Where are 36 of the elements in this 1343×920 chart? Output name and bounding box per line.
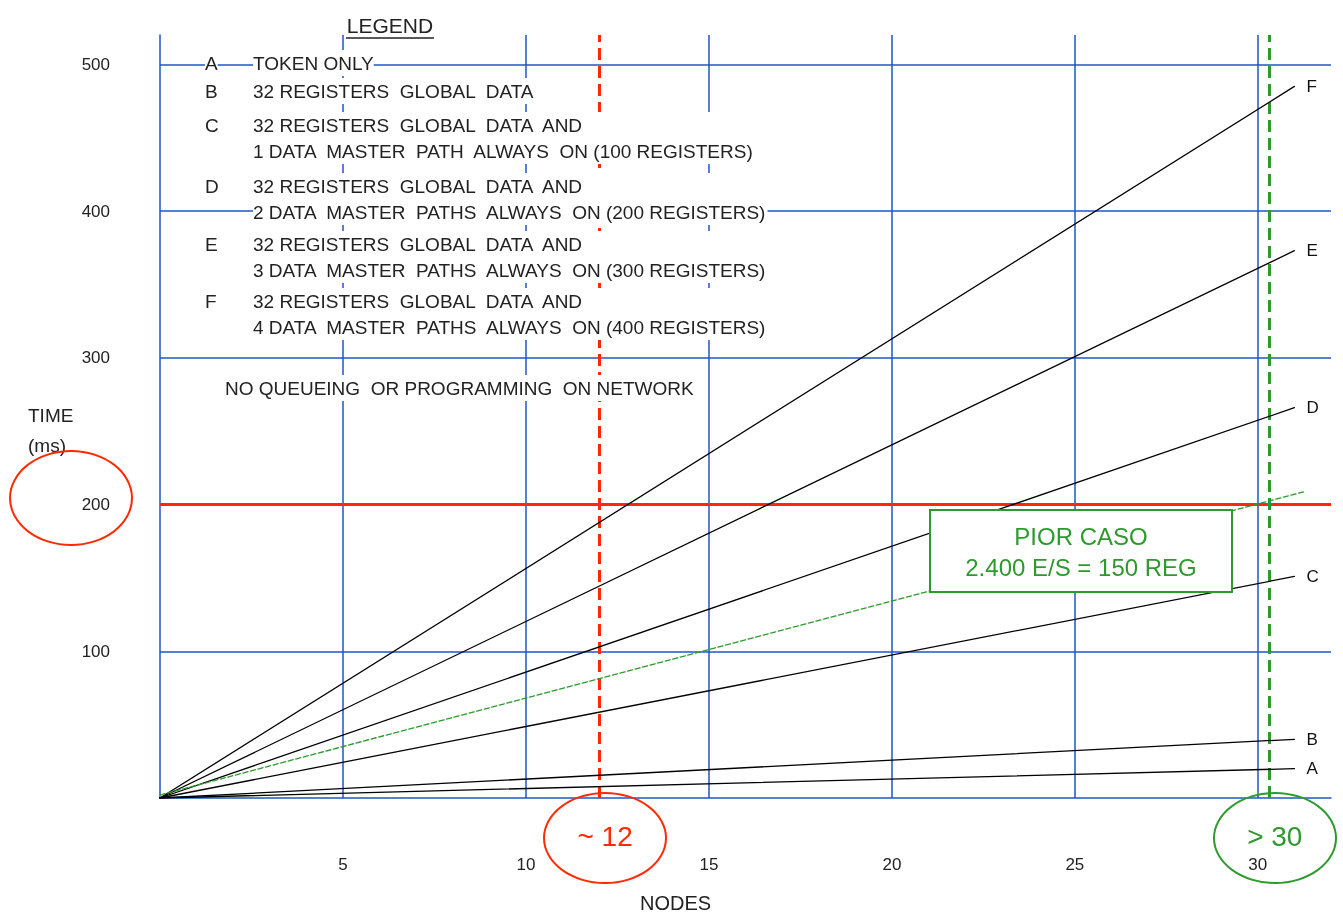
annotation: E	[205, 233, 218, 255]
annotation: NO QUEUEING OR PROGRAMMING ON NETWORK	[225, 377, 695, 399]
x-tick-label: 10	[516, 855, 536, 874]
x-tick-label: 30	[1248, 855, 1268, 874]
ref-line-label: > 30	[1247, 820, 1303, 852]
annotation: 32 REGISTERS GLOBAL DATA	[253, 80, 534, 102]
annotation: TOKEN ONLY	[253, 52, 375, 74]
annotation: 32 REGISTERS GLOBAL DATA AND 4 DATA MASTER PATHS ALWAYS ON (400 REGISTERS)	[253, 290, 766, 338]
x-tick-label: 20	[882, 855, 902, 874]
annotation: C	[205, 114, 219, 136]
x-axis-title: NODES	[640, 892, 712, 914]
y-axis-title: TIME (ms)	[28, 404, 74, 456]
annotation: A	[205, 52, 218, 74]
y-tick-label: 400	[81, 201, 110, 221]
annotation: D	[205, 175, 219, 197]
series-label: E	[1306, 241, 1318, 261]
x-tick-label: 5	[338, 855, 348, 874]
annotation: 32 REGISTERS GLOBAL DATA AND 1 DATA MASTER PATH ALWAYS ON (100 REGISTERS)	[253, 114, 753, 162]
y-tick-label: 100	[81, 641, 110, 661]
x-tick-label: 25	[1065, 855, 1085, 874]
annotation: 32 REGISTERS GLOBAL DATA AND 2 DATA MASTER PATHS ALWAYS ON (200 REGISTERS)	[253, 175, 766, 223]
annotation: 32 REGISTERS GLOBAL DATA AND 3 DATA MASTER PATHS ALWAYS ON (300 REGISTERS)	[253, 233, 766, 281]
annotation: LEGEND	[346, 13, 434, 37]
ref-line-label: ~ 12	[577, 820, 633, 852]
y-tick-label: 300	[81, 348, 110, 368]
annotation: B	[205, 80, 218, 102]
y-tick-label: 500	[81, 54, 110, 74]
y-tick-label: 200	[81, 495, 110, 515]
x-tick-label: 15	[699, 855, 719, 874]
series-label: A	[1306, 759, 1319, 779]
annotation: PIOR CASO 2.400 E/S = 150 REG	[965, 523, 1197, 581]
series-label: B	[1306, 729, 1318, 749]
series-label: C	[1306, 566, 1319, 586]
series-label: D	[1306, 398, 1319, 418]
series-label: F	[1306, 76, 1317, 96]
annotation: F	[205, 290, 217, 312]
